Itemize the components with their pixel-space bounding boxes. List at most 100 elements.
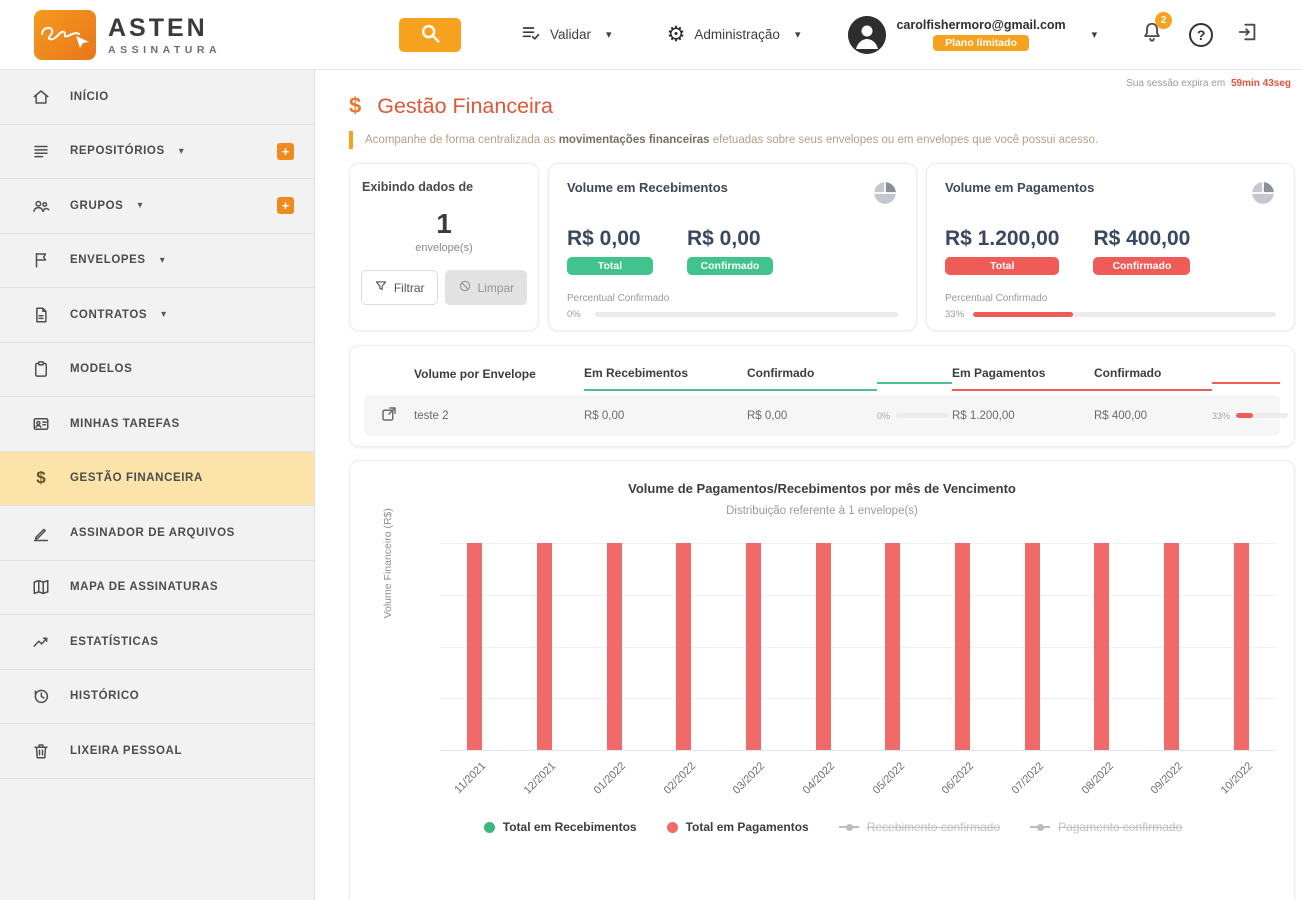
session-expiry: Sua sessão expira em 59min 43seg [335,78,1291,89]
chart-subtitle: Distribuição referente à 1 envelope(s) [726,505,918,517]
total-badge: Total [945,257,1060,275]
chevron-down-icon: ▾ [137,200,143,212]
sidebar-item-modelos[interactable]: MODELOS [0,343,314,397]
clipboard-icon [30,360,52,378]
table-header: Volume por Envelope Em Recebimentos Conf… [364,358,1280,391]
info-text: efetuadas sobre seus envelopes ou em env… [709,134,1099,146]
sidebar-item-gestao-financeira[interactable]: $ GESTÃO FINANCEIRA [0,451,314,506]
sidebar-item-lixeira-pessoal[interactable]: LIXEIRA PESSOAL [0,724,314,779]
sidebar-item-historico[interactable]: HISTÓRICO [0,670,314,724]
sidebar-item-label: ESTATÍSTICAS [70,635,159,648]
percent-confirmed-label: Percentual Confirmado [945,293,1048,304]
sidebar-item-label: GRUPOS [70,199,124,212]
percent-text: 0% [877,410,891,421]
legend-item[interactable]: Pagamento confirmado [1030,820,1182,834]
sidebar-item-mapa-de-assinaturas[interactable]: MAPA DE ASSINATURAS [0,561,314,615]
bar-08/2022[interactable] [1094,543,1110,750]
bar-09/2022[interactable] [1164,543,1180,750]
list-icon [30,142,52,160]
legend-label: Total em Pagamentos [685,820,809,834]
gridline [440,594,1276,596]
logout-button[interactable] [1237,21,1259,48]
receipts-card: Volume em Recebimentos R$ 0,00 Total R$ … [548,163,917,331]
sidebar-item-label: REPOSITÓRIOS [70,145,165,158]
add-button[interactable]: + [277,142,294,160]
bar-04/2022[interactable] [815,543,831,750]
sidebar-item-inicio[interactable]: INÍCIO [0,70,314,125]
top-header: ASTEN ASSINATURA Validar ▾ ⚙ Administraç… [0,0,1302,70]
avatar [848,15,887,54]
sidebar-item-envelopes[interactable]: ENVELOPES ▾ [0,234,314,288]
legend-line-marker-icon [1030,823,1051,831]
bar-05/2022[interactable] [885,543,901,750]
x-tick-label: 05/2022 [870,760,907,797]
notifications-button[interactable]: 2 [1141,12,1173,48]
legend-dot-icon [666,821,678,833]
bar-11/2021[interactable] [467,543,483,750]
bar-07/2022[interactable] [1024,543,1040,750]
search-button[interactable] [399,17,461,52]
bar-10/2022[interactable] [1233,543,1249,750]
col-em-recebimentos: Em Recebimentos [584,358,747,391]
admin-menu[interactable]: ⚙ Administração ▾ [667,22,801,47]
sidebar-item-repositorios[interactable]: REPOSITÓRIOS ▾ + [0,125,314,179]
pie-chart-icon[interactable] [1250,180,1276,211]
chart-area: Volume Financeiro (R$) 11/2021 12/2021 01/… [382,508,1276,834]
bell-icon [1141,22,1163,47]
col-volume-por-envelope: Volume por Envelope [414,367,536,381]
percent-confirmed-value: 0% [567,309,581,320]
brand-logo[interactable]: ASTEN ASSINATURA [34,9,289,60]
x-tick-label: 03/2022 [730,760,768,797]
bar-02/2022[interactable] [676,543,692,750]
bar-06/2022[interactable] [955,543,971,750]
legend-label: Total em Recebimentos [502,820,637,834]
open-envelope-button[interactable] [364,395,414,436]
col-confirmado-recebimentos: Confirmado [747,358,877,391]
legend-dot-icon [483,821,495,833]
filter-button[interactable]: Filtrar [360,270,438,305]
row-receipts-confirmed: R$ 0,00 [747,409,788,422]
user-menu[interactable]: carolfishermoro@gmail.com Plano limitado… [848,15,1097,54]
sidebar-item-label: MAPA DE ASSINATURAS [70,581,219,594]
legend-item[interactable]: Total em Recebimentos [483,820,637,834]
brand-name: ASTEN [108,13,208,42]
sidebar-item-grupos[interactable]: GRUPOS ▾ + [0,179,314,234]
x-tick-label: 06/2022 [940,760,977,797]
info-banner: Acompanhe de forma centralizada as movim… [349,131,1295,149]
legend-label: Pagamento confirmado [1058,820,1183,834]
help-button[interactable]: ? [1189,22,1214,47]
contract-icon [30,306,52,324]
notifications-badge: 2 [1155,12,1173,29]
legend-item[interactable]: Recebimento confirmado [838,820,1000,834]
payments-total-value: R$ 1.200,00 [945,227,1060,250]
row-payments-confirmed: R$ 400,00 [1094,409,1148,422]
chartline-icon [30,633,52,651]
info-text: Acompanhe de forma centralizada as [365,134,559,146]
clear-icon [458,279,472,296]
sidebar-item-contratos[interactable]: CONTRATOS ▾ [0,288,314,343]
validar-menu[interactable]: Validar ▾ [521,23,612,46]
legend-line-marker-icon [838,823,859,831]
bar-01/2022[interactable] [606,543,622,750]
filter-icon [374,279,388,296]
history-icon [30,687,52,705]
percent-confirmed-label: Percentual Confirmado [567,293,670,304]
validar-label: Validar [550,27,592,42]
envelope-table: Volume por Envelope Em Recebimentos Conf… [349,345,1295,447]
sidebar-item-assinador-de-arquivos[interactable]: ASSINADOR DE ARQUIVOS [0,506,314,561]
chart-card: Volume de Pagamentos/Recebimentos por mê… [349,460,1295,900]
bar-03/2022[interactable] [746,543,762,750]
add-button[interactable]: + [277,197,294,215]
chevron-down-icon: ▾ [178,145,184,157]
sidebar-item-minhas-tarefas[interactable]: MINHAS TAREFAS [0,397,314,452]
list-check-icon [521,23,541,46]
sidebar-item-label: ENVELOPES [70,254,146,267]
chevron-down-icon: ▾ [606,29,612,41]
bar-12/2021[interactable] [537,543,552,750]
sidebar-item-estatisticas[interactable]: ESTATÍSTICAS [0,615,314,670]
confirmed-badge: Confirmado [687,257,773,275]
clear-button[interactable]: Limpar [444,270,528,305]
pie-chart-icon[interactable] [872,180,898,211]
sidebar-item-label: MINHAS TAREFAS [70,417,180,430]
legend-item[interactable]: Total em Pagamentos [666,820,809,834]
